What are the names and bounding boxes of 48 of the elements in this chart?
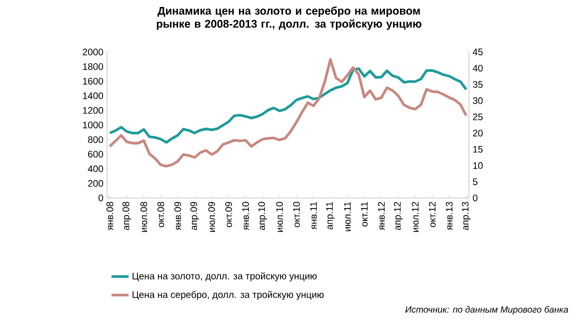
y2-tick-label: 5 xyxy=(472,178,478,186)
x-tick-label: янв.12 xyxy=(378,202,385,230)
x-tick-label: окт.08 xyxy=(157,202,164,228)
x-tick-label: янв.08 xyxy=(106,202,114,230)
y2-tick-label: 0 xyxy=(472,194,478,202)
x-tick-label: апр.11 xyxy=(326,202,335,230)
y2-tick-label: 20 xyxy=(472,130,483,136)
y-tick-label: 1600 xyxy=(83,78,104,85)
x-tick-label: апр.09 xyxy=(190,202,199,230)
text: Источник: по данным Мирового банка xyxy=(405,306,568,314)
y2-tick-label: 15 xyxy=(473,146,483,153)
x-tick-label: июл.09 xyxy=(208,202,216,232)
x-tick-label: июл.12 xyxy=(412,202,419,232)
y-tick-label: 1800 xyxy=(83,63,104,70)
x-tick-label: окт.11 xyxy=(361,202,368,226)
legend-label: Цена на серебро, долл. за тройскую унцию xyxy=(132,290,324,300)
x-tick-label: июл.11 xyxy=(344,202,351,232)
y2-tick-label: 40 xyxy=(472,64,483,72)
x-tick-label: апр.08 xyxy=(122,202,132,230)
x-tick-label: янв.10 xyxy=(242,202,249,230)
x-tick-label: апр.12 xyxy=(394,202,403,230)
y-tick-label: 2000 xyxy=(82,48,104,56)
y-tick-label: 200 xyxy=(88,180,104,187)
y2-tick-label: 30 xyxy=(472,97,483,104)
y-tick-label: 0 xyxy=(98,194,104,202)
y-tick-label: 400 xyxy=(88,165,104,172)
legend-label: Цена на золото, долл. за тройскую унцию xyxy=(132,272,317,282)
x-tick-label: янв.13 xyxy=(446,202,453,230)
x-tick-label: окт.10 xyxy=(293,202,300,228)
x-tick-label: апр.10 xyxy=(258,202,267,230)
y2-tick-label: 45 xyxy=(472,48,483,56)
x-tick-label: окт.12 xyxy=(428,202,436,228)
chart-title: Динамика цен на золото и серебро на мировом рынке в 2008-2013 гг., долл. за тройскую унцию xyxy=(156,6,422,30)
line-series xyxy=(108,67,468,144)
x-tick-label: янв.11 xyxy=(310,202,317,230)
y-tick-label: 600 xyxy=(88,150,104,158)
y2-tick-label: 35 xyxy=(472,81,483,88)
x-tick-label: июл.08 xyxy=(140,202,148,232)
y-tick-label: 1400 xyxy=(83,92,104,100)
x-tick-label: апр.13 xyxy=(462,202,470,230)
y2-tick-label: 25 xyxy=(472,114,483,120)
x-tick-label: июл.10 xyxy=(276,202,283,232)
y-tick-label: 1000 xyxy=(83,122,104,128)
y2-tick-label: 10 xyxy=(473,162,483,169)
y-tick-label: 1200 xyxy=(83,107,104,114)
y-tick-label: 800 xyxy=(88,136,104,143)
x-tick-label: янв.09 xyxy=(174,202,182,230)
x-tick-label: окт.09 xyxy=(225,202,232,228)
